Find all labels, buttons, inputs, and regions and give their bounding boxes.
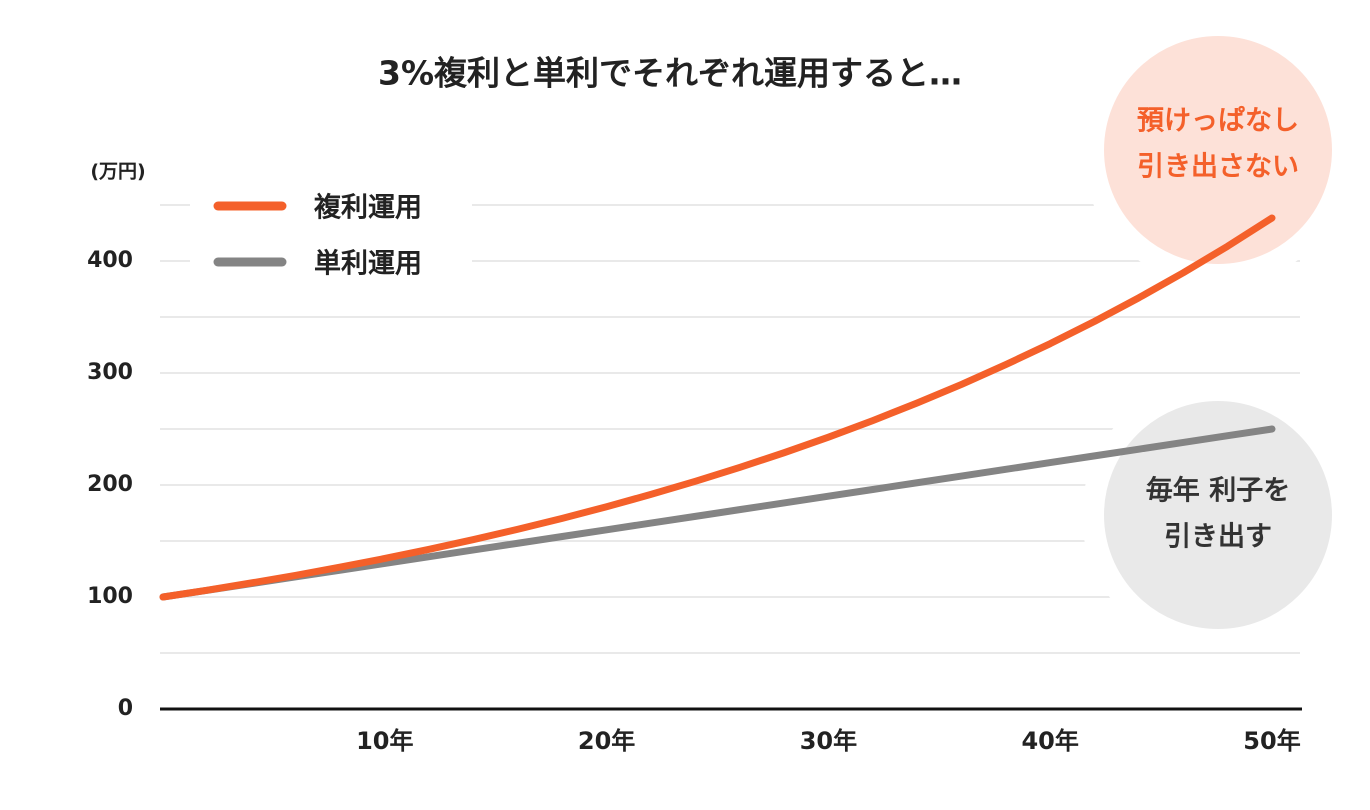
x-tick-label: 10年 (356, 727, 413, 755)
annotation-bubble (1082, 14, 1354, 286)
y-tick-label: 0 (118, 696, 133, 721)
annotation-text: 預けっぱなし (1137, 106, 1299, 137)
y-tick-label: 300 (87, 360, 133, 385)
legend-label: 単利運用 (314, 248, 422, 280)
series-line (159, 214, 1276, 601)
y-axis-label: (万円) (90, 161, 145, 183)
x-tick-label: 50年 (1243, 727, 1300, 755)
annotation-text: 毎年 利子を (1146, 475, 1290, 507)
x-tick-label: 40年 (1021, 727, 1078, 755)
x-tick-label: 20年 (578, 727, 635, 755)
chart-title: 3%複利と単利でそれぞれ運用すると… (378, 54, 962, 93)
y-tick-label: 100 (87, 584, 133, 609)
annotation-bubble (1082, 379, 1354, 651)
y-tick-label: 400 (87, 248, 133, 273)
annotation-text: 引き出す (1164, 522, 1272, 553)
y-tick-label: 200 (87, 472, 133, 497)
x-tick-label: 30年 (800, 727, 857, 755)
legend-label: 複利運用 (314, 192, 422, 224)
annotation-text: 引き出さない (1137, 152, 1299, 183)
